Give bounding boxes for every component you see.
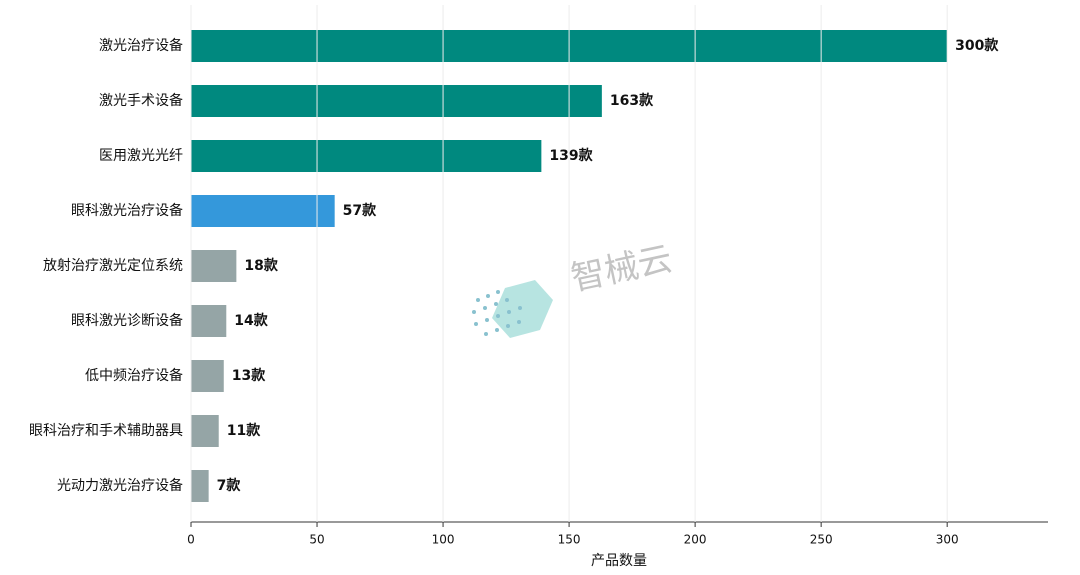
x-tick-label: 250 (810, 533, 833, 547)
bar (191, 140, 542, 172)
y-tick-label: 眼科激光治疗设备 (71, 202, 183, 219)
value-label: 300款 (955, 37, 999, 54)
bar (191, 250, 237, 282)
value-label: 14款 (234, 312, 268, 329)
y-tick-label: 医用激光光纤 (99, 147, 183, 164)
y-tick-label: 低中频治疗设备 (85, 367, 183, 384)
bar (191, 305, 227, 337)
value-label: 13款 (232, 367, 266, 384)
x-tick-label: 150 (558, 533, 581, 547)
value-label: 7款 (217, 477, 242, 494)
y-tick-label: 光动力激光治疗设备 (57, 477, 183, 494)
x-axis-label: 产品数量 (591, 553, 647, 569)
x-tick-label: 50 (309, 533, 324, 547)
bar (191, 470, 209, 502)
y-tick-label: 眼科治疗和手术辅助器具 (29, 423, 183, 439)
y-tick-label: 放射治疗激光定位系统 (43, 257, 183, 274)
x-tick-label: 100 (432, 533, 455, 547)
x-tick-label: 300 (936, 533, 959, 547)
value-label: 139款 (549, 147, 593, 164)
watermark-logo (472, 280, 553, 338)
value-label: 163款 (610, 92, 654, 109)
y-tick-label: 眼科激光诊断设备 (71, 312, 183, 329)
bar (191, 360, 224, 392)
watermark-text: 智械云 (568, 239, 676, 299)
logo-hex (492, 280, 553, 338)
x-tick-label: 200 (684, 533, 707, 547)
bar (191, 415, 219, 447)
value-label: 11款 (227, 422, 261, 439)
bar (191, 195, 335, 227)
x-tick-label: 0 (187, 533, 195, 547)
value-label: 18款 (244, 257, 278, 274)
logo-dots (472, 290, 522, 336)
y-tick-label: 激光治疗设备 (99, 37, 183, 54)
bar (191, 85, 602, 117)
value-label: 57款 (343, 202, 377, 219)
y-tick-label: 激光手术设备 (99, 92, 183, 109)
